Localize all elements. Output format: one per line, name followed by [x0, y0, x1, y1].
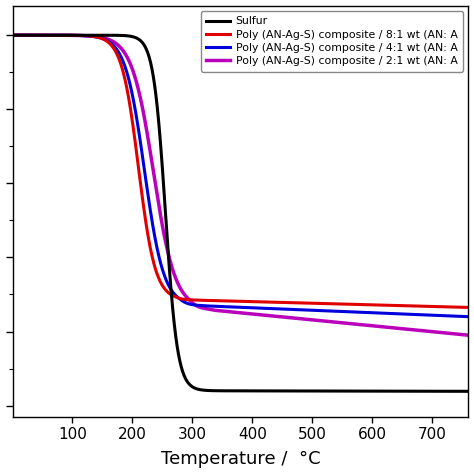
Poly (AN-Ag-S) composite / 8:1 wt (AN: A: (663, 0.269): A: (663, 0.269): [408, 303, 413, 309]
Line: Poly (AN-Ag-S) composite / 4:1 wt (AN: A: Poly (AN-Ag-S) composite / 4:1 wt (AN: A: [12, 35, 468, 317]
Poly (AN-Ag-S) composite / 8:1 wt (AN: A: (86.7, 1): A: (86.7, 1): [62, 32, 67, 38]
X-axis label: Temperature /  °C: Temperature / °C: [161, 450, 320, 468]
Poly (AN-Ag-S) composite / 8:1 wt (AN: A: (0, 1): A: (0, 1): [9, 32, 15, 38]
Poly (AN-Ag-S) composite / 8:1 wt (AN: A: (745, 0.266): A: (745, 0.266): [456, 304, 462, 310]
Sulfur: [184, 379, 190, 384]
Poly (AN-Ag-S) composite / 4:1 wt (AN: A: (760, 0.24): A: (760, 0.24): [465, 314, 471, 319]
Poly (AN-Ag-S) composite / 4:1 wt (AN: A: (0, 1): A: (0, 1): [9, 32, 15, 38]
Poly (AN-Ag-S) composite / 4:1 wt (AN: A: (745, 0.241): A: (745, 0.241): [456, 313, 462, 319]
Poly (AN-Ag-S) composite / 2:1 wt (AN: A: (760, 0.19): A: (760, 0.19): [465, 332, 471, 338]
Poly (AN-Ag-S) composite / 2:1 wt (AN: A: (745, 0.192): A: (745, 0.192): [456, 331, 462, 337]
Poly (AN-Ag-S) composite / 4:1 wt (AN: A: (86.7, 1): A: (86.7, 1): [62, 32, 67, 38]
Poly (AN-Ag-S) composite / 8:1 wt (AN: A: (132, 0.997): A: (132, 0.997): [89, 33, 94, 39]
Sulfur: [9, 32, 15, 38]
Poly (AN-Ag-S) composite / 2:1 wt (AN: A: (86.7, 1): A: (86.7, 1): [62, 32, 67, 38]
Poly (AN-Ag-S) composite / 2:1 wt (AN: A: (324, 0.261): A: (324, 0.261): [204, 306, 210, 312]
Poly (AN-Ag-S) composite / 4:1 wt (AN: A: (324, 0.269): A: (324, 0.269): [204, 303, 210, 309]
Sulfur: [204, 388, 210, 393]
Sulfur: [408, 388, 413, 394]
Line: Poly (AN-Ag-S) composite / 2:1 wt (AN: A: Poly (AN-Ag-S) composite / 2:1 wt (AN: A: [12, 35, 468, 335]
Poly (AN-Ag-S) composite / 2:1 wt (AN: A: (0, 1): A: (0, 1): [9, 32, 15, 38]
Poly (AN-Ag-S) composite / 8:1 wt (AN: A: (760, 0.265): A: (760, 0.265): [465, 305, 471, 310]
Poly (AN-Ag-S) composite / 2:1 wt (AN: A: (132, 0.998): A: (132, 0.998): [89, 33, 94, 39]
Poly (AN-Ag-S) composite / 8:1 wt (AN: A: (324, 0.284): A: (324, 0.284): [204, 298, 210, 303]
Poly (AN-Ag-S) composite / 4:1 wt (AN: A: (291, 0.276): A: (291, 0.276): [184, 301, 190, 306]
Poly (AN-Ag-S) composite / 4:1 wt (AN: A: (663, 0.246): A: (663, 0.246): [408, 311, 413, 317]
Sulfur: [62, 32, 67, 38]
Poly (AN-Ag-S) composite / 2:1 wt (AN: A: (291, 0.291): A: (291, 0.291): [184, 295, 190, 301]
Poly (AN-Ag-S) composite / 8:1 wt (AN: A: (291, 0.286): A: (291, 0.286): [184, 297, 190, 302]
Sulfur: [465, 389, 471, 394]
Legend: Sulfur, Poly (AN-Ag-S) composite / 8:1 wt (AN: A, Poly (AN-Ag-S) composite / 4:1: Sulfur, Poly (AN-Ag-S) composite / 8:1 w…: [201, 11, 463, 72]
Line: Sulfur: Sulfur: [12, 35, 468, 392]
Line: Poly (AN-Ag-S) composite / 8:1 wt (AN: A: Poly (AN-Ag-S) composite / 8:1 wt (AN: A: [12, 35, 468, 308]
Poly (AN-Ag-S) composite / 4:1 wt (AN: A: (132, 0.997): A: (132, 0.997): [89, 34, 94, 39]
Poly (AN-Ag-S) composite / 2:1 wt (AN: A: (663, 0.205): A: (663, 0.205): [408, 327, 413, 332]
Sulfur: [456, 389, 462, 394]
Sulfur: [89, 32, 94, 38]
